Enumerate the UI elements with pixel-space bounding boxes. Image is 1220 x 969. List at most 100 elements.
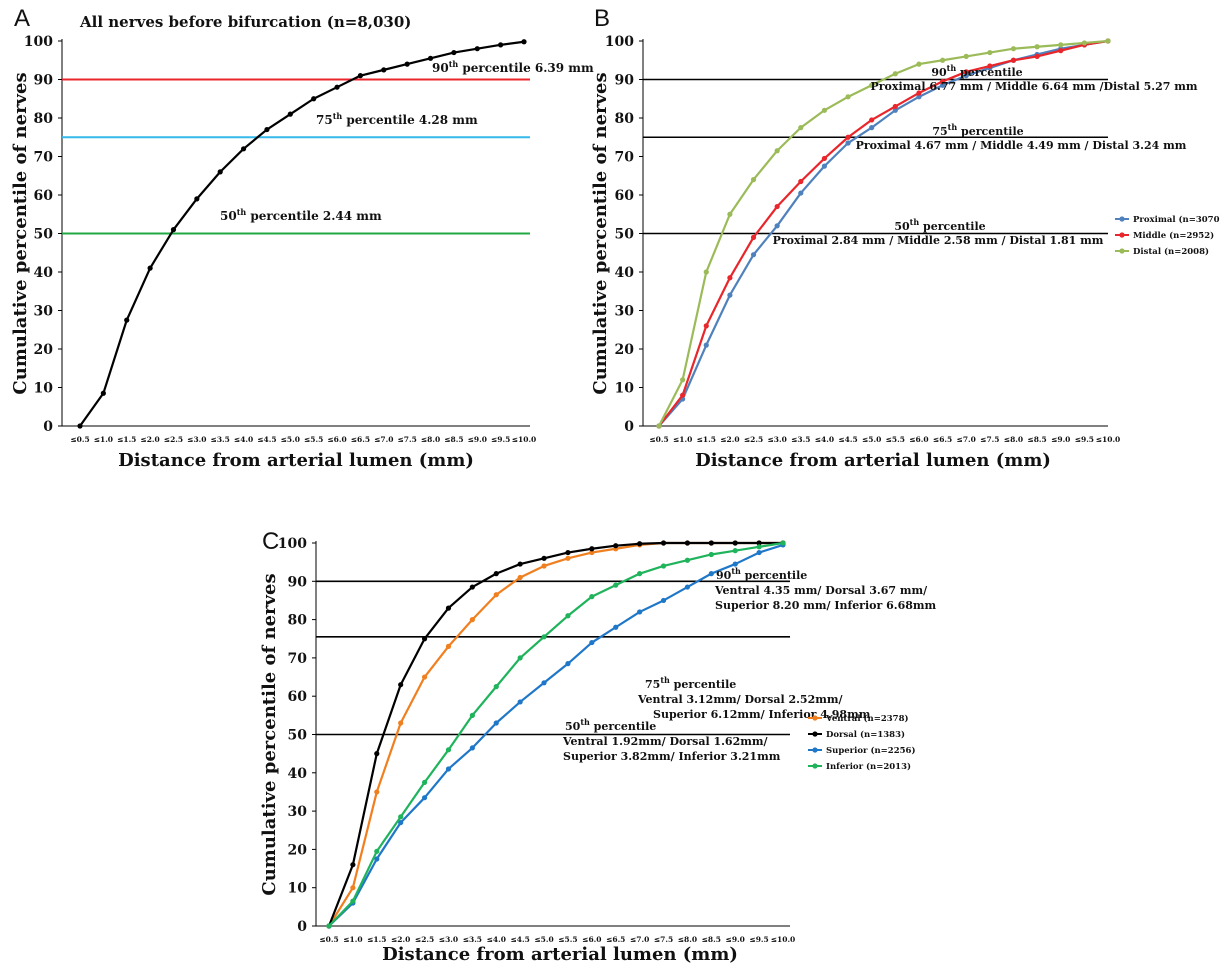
data-point xyxy=(374,848,380,854)
data-point xyxy=(404,61,410,67)
legend-item: Dorsal (n=1383) xyxy=(808,729,905,740)
panel-letter: B xyxy=(594,5,610,32)
legend-label: Distal (n=2008) xyxy=(1133,246,1209,257)
data-point xyxy=(517,655,523,661)
y-tick-label: 50 xyxy=(615,227,635,243)
x-tick-label: ≤8.0 xyxy=(678,935,697,944)
x-tick-label: ≤1.5 xyxy=(117,435,136,444)
data-point xyxy=(398,720,404,726)
legend-swatch-marker xyxy=(812,731,818,737)
percentile-annotation: 50th percentile xyxy=(565,717,656,733)
data-point xyxy=(637,541,643,547)
data-point xyxy=(987,49,993,56)
data-point xyxy=(660,563,667,569)
data-point xyxy=(469,712,475,718)
data-point xyxy=(1034,53,1040,60)
data-point xyxy=(589,594,595,600)
data-point xyxy=(708,571,714,577)
x-tick-label: ≤5.5 xyxy=(304,435,323,444)
x-tick-label: ≤2.0 xyxy=(391,935,410,944)
data-point xyxy=(565,661,571,667)
chart-panel-a: A All nerves before bifurcation (n=8,030)… xyxy=(10,5,594,471)
data-point xyxy=(170,227,177,233)
legend-item: Middle (n=2952) xyxy=(1115,230,1214,241)
data-point xyxy=(939,78,946,85)
x-tick-label: ≤8.5 xyxy=(1027,435,1046,444)
data-point xyxy=(326,923,332,929)
data-point xyxy=(869,82,875,88)
percentile-annotation-text: percentile 4.28 mm xyxy=(342,113,478,127)
data-point xyxy=(350,898,356,904)
x-tick-label: ≤3.0 xyxy=(187,435,206,444)
data-point xyxy=(194,196,200,202)
panel-letter: A xyxy=(14,5,30,32)
data-point xyxy=(517,561,523,567)
series-line xyxy=(658,39,1109,427)
percentile-annotation-sup: th xyxy=(910,217,920,227)
chart-title: All nerves before bifurcation (n=8,030) xyxy=(79,13,411,31)
x-tick-label: ≤5.0 xyxy=(862,435,881,444)
legend-label: Middle (n=2952) xyxy=(1133,230,1214,241)
data-point xyxy=(892,71,898,77)
x-tick-label: ≤4.0 xyxy=(815,435,834,444)
percentile-annotation: 75th percentile 4.28 mm xyxy=(316,111,478,127)
y-tick-label: 80 xyxy=(615,111,635,127)
y-tick-label: 10 xyxy=(34,381,54,397)
data-point xyxy=(821,155,828,162)
x-axis-title: Distance from arterial lumen (mm) xyxy=(382,944,738,965)
data-point xyxy=(756,549,762,556)
series-line xyxy=(658,39,1109,427)
x-tick-label: ≤9.0 xyxy=(1051,435,1070,444)
data-point xyxy=(732,548,738,554)
chart-panel-c: C 0 10 20 30 40 50 60 70 80 90 100 ≤0.5 ≤1.0 ≤1.5 ≤2.0 ≤… xyxy=(259,528,937,965)
percentile-annotation-values: Proximal 2.84 mm / Middle 2.58 mm / Dist… xyxy=(773,234,1104,247)
percentile-annotation-values: Ventral 1.92mm/ Dorsal 1.62mm/ xyxy=(562,735,769,748)
data-point xyxy=(869,117,875,123)
percentile-annotation: 50th percentile 2.44 mm xyxy=(220,207,382,223)
x-tick-label: ≤10.0 xyxy=(1096,435,1121,444)
data-point xyxy=(565,549,571,556)
y-tick-label: 20 xyxy=(615,342,635,358)
percentile-annotation-text: percentile 6.39 mm xyxy=(458,61,594,75)
x-tick-label: ≤3.5 xyxy=(791,435,810,444)
data-point xyxy=(398,819,404,826)
data-point xyxy=(1010,46,1017,52)
data-point xyxy=(845,134,851,140)
data-point xyxy=(916,90,922,96)
data-point xyxy=(445,766,452,772)
percentile-annotation: 75th percentile xyxy=(932,122,1023,138)
legend-label: Dorsal (n=1383) xyxy=(826,729,905,740)
data-point xyxy=(660,540,667,546)
data-point xyxy=(727,292,733,298)
series-line xyxy=(658,39,1109,427)
y-tick-label: 30 xyxy=(288,804,308,820)
data-point xyxy=(77,423,83,429)
x-tick-label: ≤2.0 xyxy=(140,435,159,444)
x-tick-label: ≤4.5 xyxy=(510,935,529,944)
percentile-annotation-number: 50 xyxy=(220,209,237,223)
x-tick-label: ≤8.0 xyxy=(421,435,440,444)
data-point xyxy=(680,377,686,383)
x-tick-label: ≤4.0 xyxy=(234,435,253,444)
data-point xyxy=(613,543,619,549)
panel-letter: C xyxy=(262,528,279,555)
data-point xyxy=(821,163,828,169)
x-tick-label: ≤3.5 xyxy=(463,935,482,944)
data-point xyxy=(684,540,691,546)
percentile-annotation-number: 75 xyxy=(932,125,947,138)
data-point xyxy=(124,317,130,323)
data-point xyxy=(451,49,457,56)
x-tick-label: ≤9.5 xyxy=(491,435,510,444)
x-tick-label: ≤5.0 xyxy=(534,935,553,944)
data-point xyxy=(892,107,898,113)
data-point xyxy=(398,682,404,688)
data-point xyxy=(703,323,709,329)
data-point xyxy=(493,720,499,726)
data-point xyxy=(1105,38,1111,44)
x-axis-title: Distance from arterial lumen (mm) xyxy=(695,450,1051,471)
data-point xyxy=(374,856,380,862)
y-axis-title: Cumulative percentile of nerves xyxy=(259,573,280,895)
percentile-annotation-number: 90 xyxy=(432,61,449,75)
x-tick-label: ≤1.0 xyxy=(673,435,692,444)
x-tick-label: ≤9.0 xyxy=(726,935,745,944)
